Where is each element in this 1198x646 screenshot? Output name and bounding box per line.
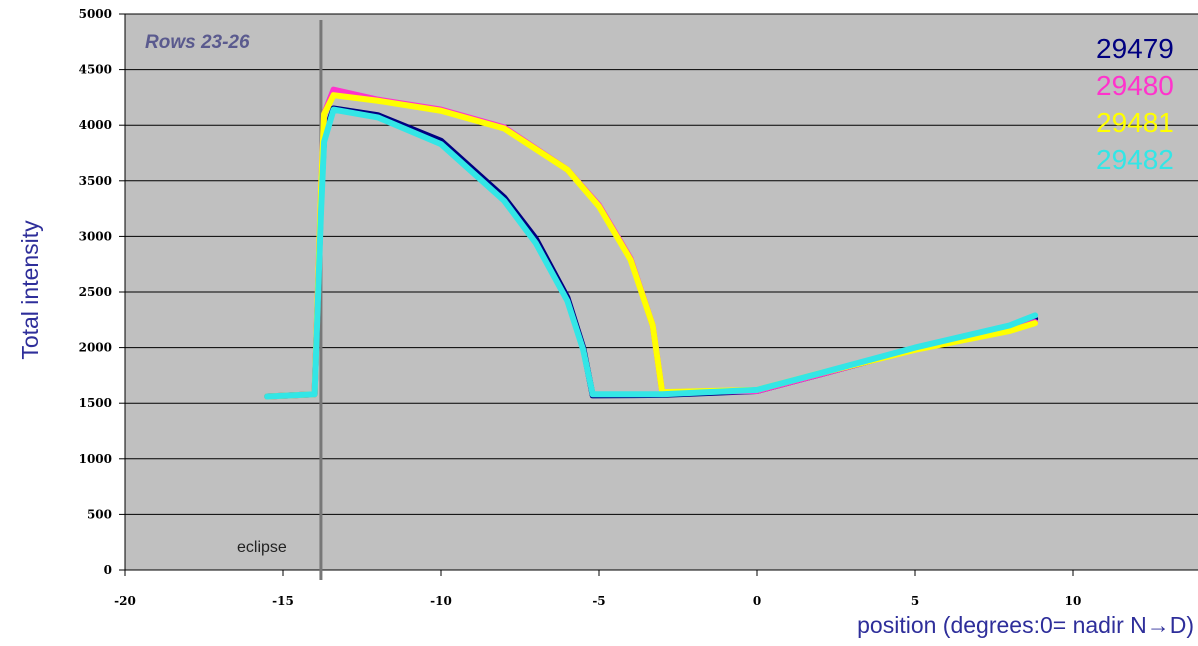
data-point-29482 [565, 298, 570, 303]
x-tick-label: -15 [272, 594, 294, 608]
y-tick-label: 4500 [79, 63, 112, 77]
data-point-29481 [628, 257, 633, 262]
eclipse-label: eclipse [237, 539, 287, 556]
data-point-29481 [650, 323, 655, 328]
y-tick-label: 2000 [79, 341, 112, 355]
data-point-29482 [755, 387, 760, 392]
data-point-29482 [375, 115, 380, 120]
data-point-29482 [331, 107, 336, 112]
y-tick-label: 5000 [79, 7, 112, 21]
data-point-29481 [1033, 321, 1038, 326]
data-point-29482 [502, 198, 507, 203]
data-point-29481 [565, 167, 570, 172]
y-axis-title: Total intensity [17, 220, 43, 360]
x-tick-label: -10 [430, 594, 452, 608]
data-point-29480 [331, 87, 336, 92]
data-point-29481 [502, 126, 507, 131]
y-tick-label: 3500 [79, 174, 112, 188]
y-tick-label: 4000 [79, 118, 112, 132]
data-point-29482 [660, 392, 665, 397]
x-tick-label: -20 [114, 594, 136, 608]
data-point-29482 [818, 371, 823, 376]
data-point-29481 [1007, 328, 1012, 333]
x-tick-label: 5 [911, 594, 919, 608]
data-point-29481 [597, 204, 602, 209]
data-point-29482 [581, 347, 586, 352]
y-tick-label: 2500 [79, 285, 112, 299]
y-tick-label: 1500 [79, 396, 112, 410]
data-point-29481 [322, 112, 327, 117]
data-point-29482 [1007, 323, 1012, 328]
data-point-29482 [312, 392, 317, 397]
data-point-29481 [331, 93, 336, 98]
data-point-29482 [913, 345, 918, 350]
legend-entry-29480: 29480 [1096, 70, 1174, 101]
data-point-29481 [375, 98, 380, 103]
data-point-29481 [439, 108, 444, 113]
y-tick-label: 1000 [79, 452, 112, 466]
legend-entry-29481: 29481 [1096, 107, 1174, 138]
x-axis-title: position (degrees:0= nadir N→D) [857, 612, 1194, 638]
data-point-29482 [265, 394, 270, 399]
legend-entry-29482: 29482 [1096, 144, 1174, 175]
data-point-29482 [590, 392, 595, 397]
panel-label: Rows 23-26 [145, 32, 250, 53]
data-point-29482 [1033, 313, 1038, 318]
x-tick-label: 0 [753, 594, 761, 608]
y-tick-label: 3000 [79, 229, 112, 243]
legend-entry-29479: 29479 [1096, 33, 1174, 64]
y-tick-label: 0 [104, 563, 112, 577]
data-point-29482 [533, 241, 538, 246]
data-point-29482 [439, 142, 444, 147]
x-tick-label: -5 [592, 594, 605, 608]
y-tick-label: 500 [87, 507, 112, 521]
data-point-29482 [318, 212, 323, 217]
data-point-29482 [322, 139, 327, 144]
x-tick-label: 10 [1065, 594, 1082, 608]
